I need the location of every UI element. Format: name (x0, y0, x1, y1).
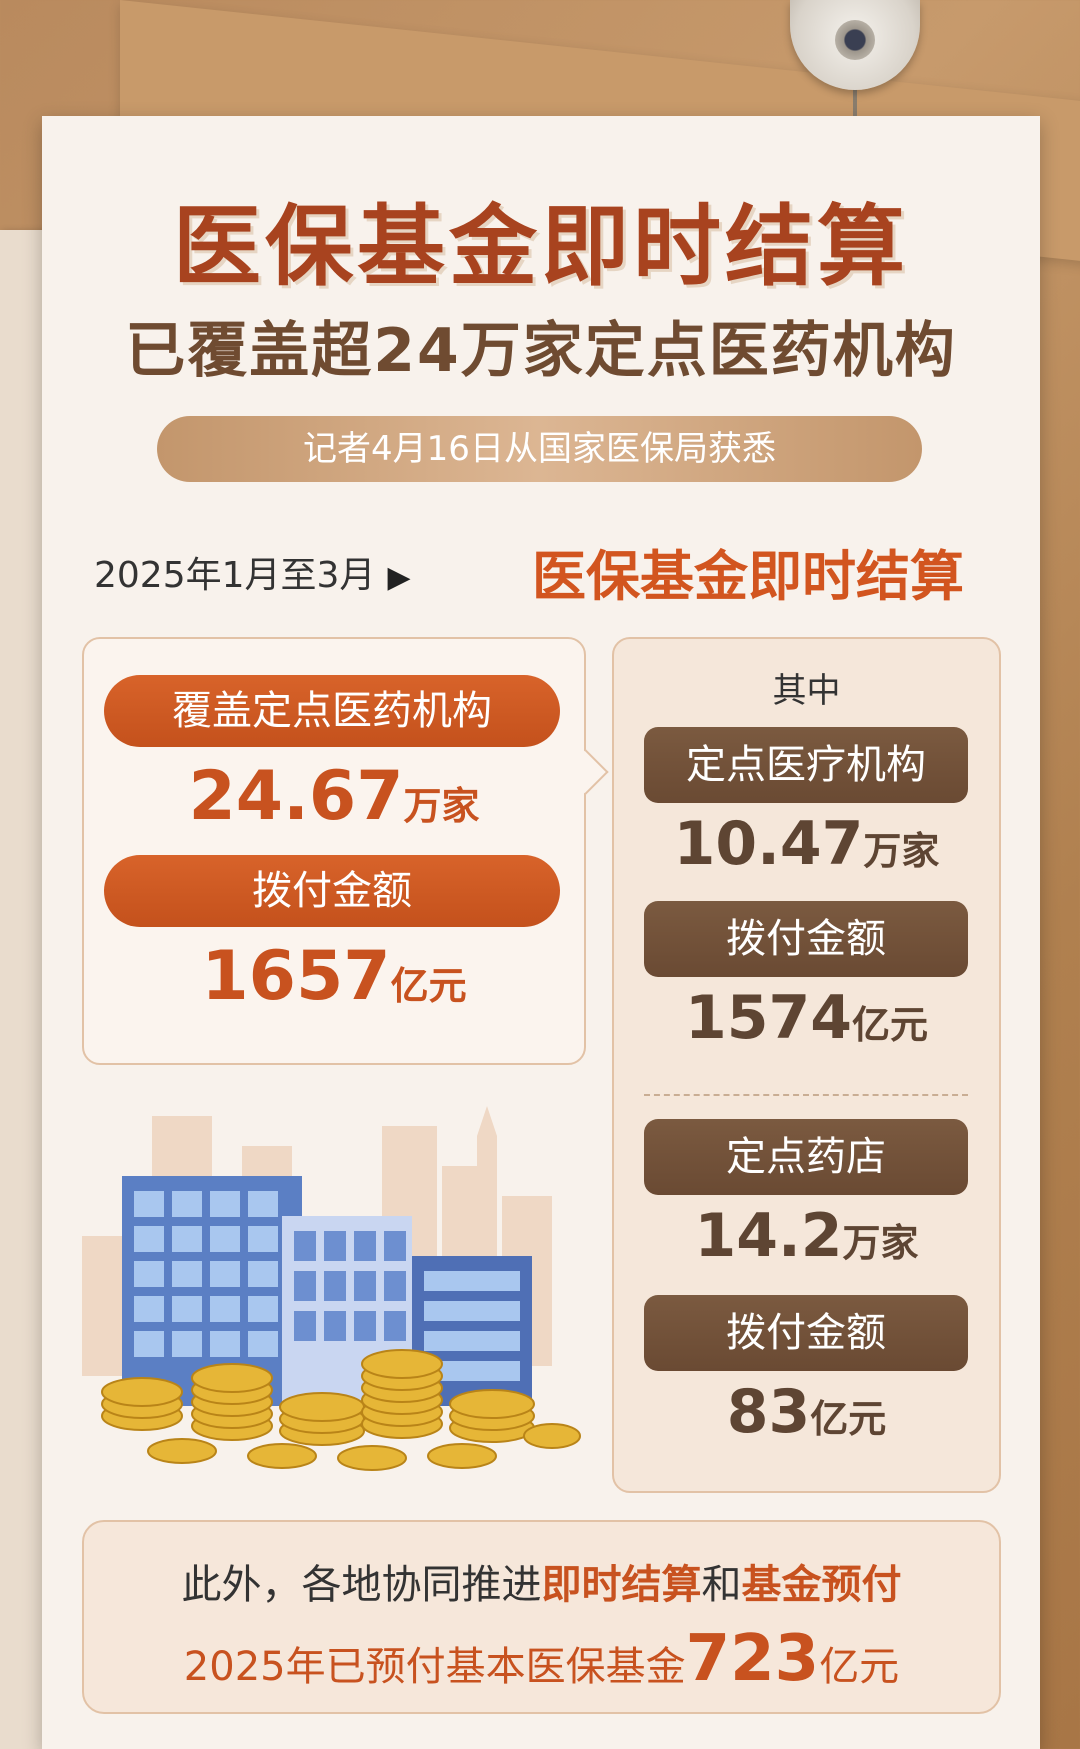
medical-value: 10.47 (673, 809, 864, 879)
dashed-divider (644, 1094, 968, 1096)
coverage-value: 24.67 (188, 757, 404, 836)
breakdown-box: 其中 定点医疗机构 10.47万家 拨付金额 1574亿元 定点药店 14.2万… (612, 637, 1001, 1493)
medical-institution-label: 定点医疗机构 (644, 727, 968, 803)
prepaid-label: 2025年已预付基本医保基金 (183, 1644, 686, 1690)
payment-unit: 亿元 (390, 964, 467, 1008)
triangle-right-icon: ▶ (387, 560, 411, 595)
payment-value-line: 1657亿元 (84, 937, 584, 1016)
bottom-note-prefix: 此外，各地协同推进 (181, 1562, 542, 1608)
infographic-card: 医保基金即时结算 已覆盖超24万家定点医药机构 记者4月16日从国家医保局获悉 … (42, 116, 1040, 1749)
coverage-unit: 万家 (403, 784, 480, 828)
buildings-coins-illustration (82, 1106, 581, 1471)
bottom-note-line1: 此外，各地协同推进即时结算和基金预付 (84, 1552, 999, 1610)
prepaid-value: 723 (685, 1622, 820, 1696)
page-title: 医保基金即时结算 (172, 195, 909, 298)
breakdown-header: 其中 (772, 671, 841, 711)
bottom-note-mid: 和 (701, 1562, 742, 1608)
coverage-label: 覆盖定点医药机构 (104, 675, 560, 747)
bottom-note-line2: 2025年已预付基本医保基金723亿元 (84, 1622, 999, 1696)
bottom-note-box: 此外，各地协同推进即时结算和基金预付 2025年已预付基本医保基金723亿元 (82, 1520, 1001, 1714)
pharmacy-payment-unit: 亿元 (810, 1397, 887, 1441)
pin-hole-icon (835, 20, 875, 60)
section-title: 医保基金即时结算 (532, 545, 964, 608)
pharmacy-value-line: 14.2万家 (614, 1201, 999, 1271)
medical-unit: 万家 (863, 829, 940, 873)
payment-value: 1657 (201, 937, 391, 1016)
medical-payment-value: 1574 (684, 983, 852, 1053)
medical-payment-unit: 亿元 (851, 1003, 928, 1047)
coverage-value-line: 24.67万家 (84, 757, 584, 836)
pharmacy-value: 14.2 (694, 1201, 843, 1271)
pharmacy-label: 定点药店 (644, 1119, 968, 1195)
prepaid-unit: 亿元 (819, 1644, 900, 1690)
medical-value-line: 10.47万家 (614, 809, 999, 879)
source-note: 记者4月16日从国家医保局获悉 (157, 416, 922, 482)
medical-payment-label: 拨付金额 (644, 901, 968, 977)
pharmacy-payment-label: 拨付金额 (644, 1295, 968, 1371)
pharmacy-payment-value: 83 (726, 1377, 811, 1447)
bottom-note-highlight2: 基金预付 (741, 1562, 902, 1608)
pin-string (853, 80, 857, 120)
payment-label: 拨付金额 (104, 855, 560, 927)
bottom-note-highlight1: 即时结算 (541, 1562, 702, 1608)
pharmacy-payment-line: 83亿元 (614, 1377, 999, 1447)
pharmacy-unit: 万家 (842, 1221, 919, 1265)
medical-payment-line: 1574亿元 (614, 983, 999, 1053)
period-label: 2025年1月至3月 ▶ (94, 546, 411, 598)
page-subtitle: 已覆盖超24万家定点医药机构 (125, 316, 957, 386)
summary-box: 覆盖定点医药机构 24.67万家 拨付金额 1657亿元 (82, 637, 586, 1065)
period-text: 2025年1月至3月 (94, 555, 376, 596)
